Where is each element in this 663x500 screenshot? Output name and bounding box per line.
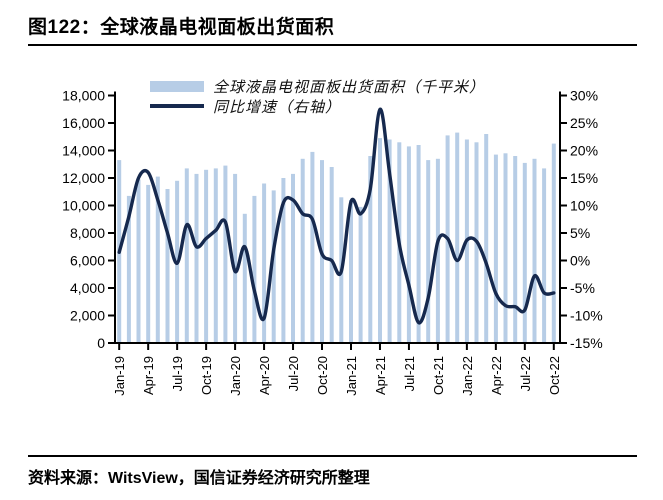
right-tick-label: -10%	[570, 308, 603, 324]
bar-Aug-21	[416, 145, 421, 343]
bar-Sep-19	[194, 173, 199, 343]
x-tick-label: Apr-22	[489, 356, 504, 395]
bar-Dec-19	[223, 165, 228, 343]
legend-entry-shipments: 全球液晶电视面板出货面积（千平米）	[150, 78, 486, 96]
bar-Jan-21	[349, 200, 353, 343]
bar-Mar-19	[136, 179, 141, 343]
x-tick-label: Oct-20	[315, 356, 330, 395]
x-tick-label: Jan-22	[460, 356, 475, 396]
bar-Mar-22	[484, 134, 489, 343]
bar-Nov-20	[329, 167, 334, 343]
x-tick-label: Apr-19	[141, 356, 156, 395]
bar-Apr-22	[493, 154, 498, 343]
x-tick-label: Oct-21	[431, 356, 446, 395]
bar-Aug-22	[532, 158, 537, 344]
source-note: 资料来源：WitsView，国信证券经济研究所整理	[28, 470, 370, 487]
footer-divider	[28, 455, 637, 457]
x-tick-label: Jul-21	[402, 356, 417, 391]
right-tick-label: 20%	[570, 143, 598, 159]
bar-Sep-22	[542, 168, 547, 343]
left-tick-label: 10,000	[62, 198, 105, 214]
bar-Aug-19	[184, 168, 189, 343]
bar-Feb-20	[242, 213, 247, 344]
bar-Mar-21	[368, 156, 373, 343]
bar-Jun-20	[281, 178, 286, 343]
x-tick-label: Jan-19	[112, 356, 127, 396]
left-tick-label: 14,000	[62, 143, 105, 159]
x-tick-label: Jan-21	[344, 356, 359, 396]
left-tick-label: 0	[97, 335, 105, 351]
x-tick-label: Jan-20	[228, 356, 243, 396]
x-tick-label: Jul-20	[286, 356, 301, 391]
bar-Sep-20	[310, 151, 315, 343]
figure-title: 图122：全球液晶电视面板出货面积	[28, 17, 335, 38]
line-series-swatch	[150, 104, 204, 108]
right-tick-label: 25%	[570, 115, 598, 131]
left-tick-label: 6,000	[70, 253, 105, 269]
bar-Apr-19	[146, 184, 151, 343]
left-tick-label: 16,000	[62, 115, 105, 131]
bar-Jun-19	[165, 189, 170, 343]
x-tick-label: Apr-21	[373, 356, 388, 395]
right-tick-label: -15%	[570, 335, 603, 351]
bar-Jul-22	[522, 162, 527, 343]
right-tick-label: 30%	[570, 88, 598, 104]
x-tick-label: Jul-22	[518, 356, 533, 391]
bar-Aug-20	[300, 158, 305, 344]
left-tick-label: 12,000	[62, 170, 105, 186]
bar-Jul-20	[291, 173, 295, 343]
bar-Jan-20	[233, 173, 238, 343]
bar-Dec-21	[455, 132, 460, 343]
bar-Feb-19	[126, 195, 131, 343]
left-tick-label: 4,000	[70, 280, 105, 296]
title-divider	[28, 44, 637, 46]
bar-Feb-21	[358, 206, 363, 343]
bar-May-22	[503, 153, 508, 344]
right-tick-label: 15%	[570, 170, 598, 186]
bar-series-swatch	[150, 80, 204, 92]
bar-Mar-20	[252, 195, 257, 343]
bar-Jul-21	[406, 146, 411, 343]
bar-Oct-21	[435, 158, 440, 344]
right-tick-label: -5%	[570, 280, 595, 296]
right-tick-label: 5%	[570, 225, 590, 241]
bar-series-label: 全球液晶电视面板出货面积（千平米）	[213, 79, 486, 96]
legend-entry-yoy: 同比增速（右轴）	[150, 98, 485, 116]
bar-Jun-22	[513, 156, 518, 343]
right-tick-label: 0%	[570, 253, 590, 269]
bar-Apr-20	[262, 183, 267, 343]
x-tick-label: Jul-19	[170, 356, 185, 391]
x-tick-label: Oct-22	[547, 356, 562, 395]
chart-legend: 全球液晶电视面板出货面积（千平米） 同比增速（右轴）	[150, 78, 486, 116]
left-tick-label: 2,000	[70, 308, 105, 324]
x-tick-label: Oct-19	[199, 356, 214, 395]
bar-Oct-19	[204, 169, 209, 344]
left-tick-label: 18,000	[62, 88, 105, 104]
bar-Oct-22	[551, 143, 556, 343]
x-tick-label: Apr-20	[257, 356, 272, 395]
left-tick-label: 8,000	[70, 225, 105, 241]
bar-Nov-19	[213, 168, 218, 343]
bar-May-20	[271, 190, 276, 343]
bar-May-21	[387, 139, 392, 343]
yoy-line	[117, 107, 556, 325]
bar-May-19	[155, 176, 160, 343]
bar-Sep-21	[426, 160, 431, 343]
bar-Apr-21	[378, 138, 382, 343]
right-tick-label: 10%	[570, 198, 598, 214]
line-series-label: 同比增速（右轴）	[213, 99, 342, 116]
